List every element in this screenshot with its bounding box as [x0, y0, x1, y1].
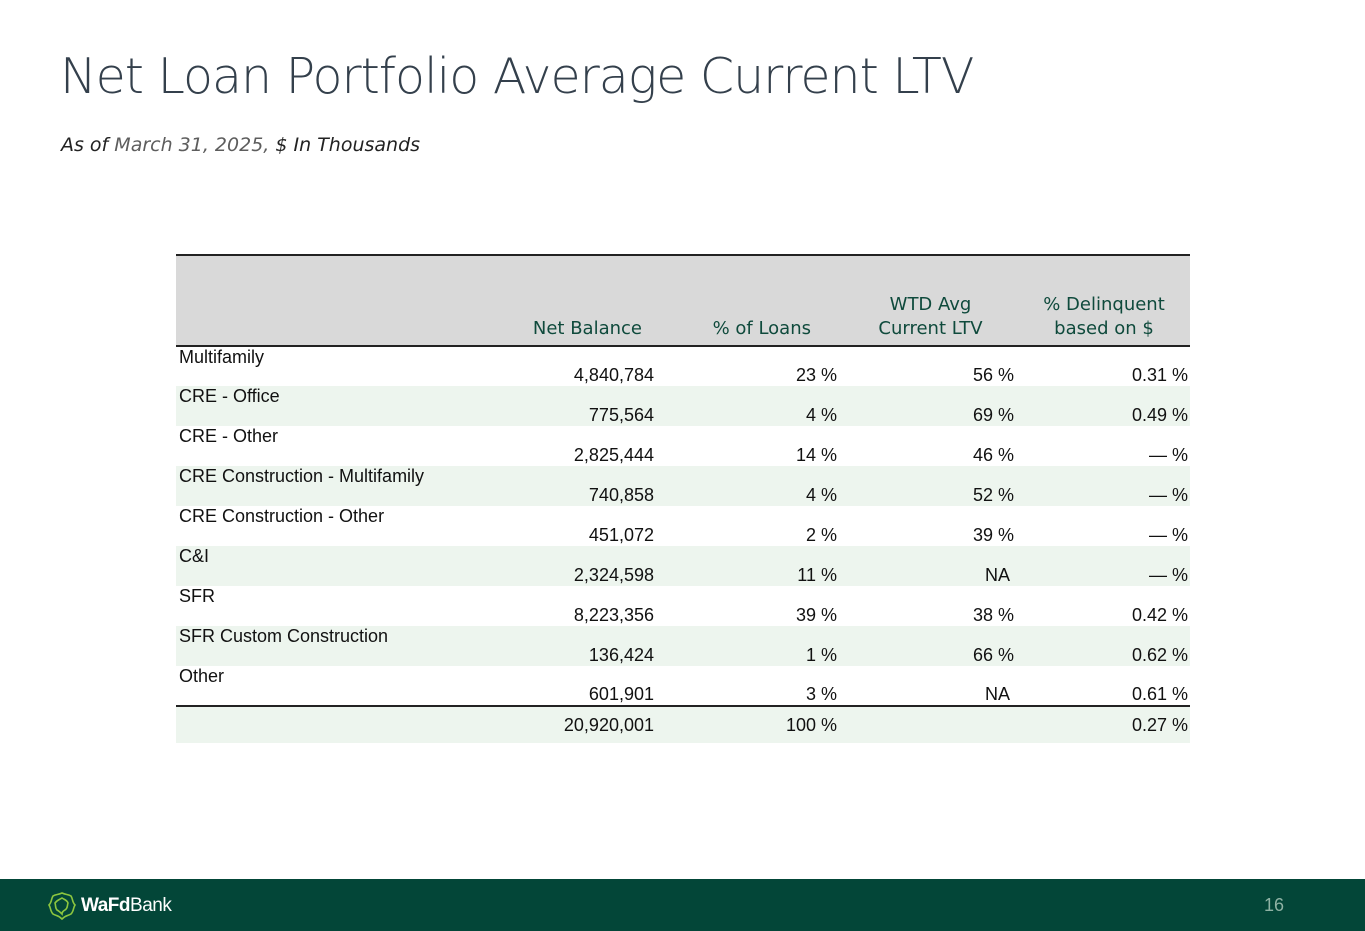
cell-net-balance: 740,858: [588, 485, 654, 505]
header-net-balance: Net Balance: [486, 254, 662, 347]
table-row: CRE Construction - Multifamily 740,858 4 %…: [176, 466, 1190, 506]
table-row: SFR 8,223,356 39 % 38 % 0.42 %: [176, 586, 1190, 626]
row-label: CRE Construction - Other: [179, 506, 385, 526]
cell-pct-loans: 39 %: [795, 605, 837, 625]
cell-delinquent: 0.49 %: [1131, 405, 1188, 425]
cell-ltv: 66 %: [972, 645, 1014, 665]
cell-ltv: 38 %: [972, 605, 1014, 625]
wafd-logo: WaFdBank: [46, 891, 172, 921]
table-header-row: Net Balance % of Loans WTD Avg Current L…: [176, 254, 1190, 347]
brand-name: WaFdBank: [81, 895, 172, 916]
row-label: Other: [179, 666, 225, 686]
cell-pct-loans: 2 %: [805, 525, 837, 545]
table-row: C&I 2,324,598 11 % NA — %: [176, 546, 1190, 586]
cell-delinquent: — %: [1148, 445, 1188, 465]
cell-net-balance: 601,901: [588, 684, 654, 704]
total-label: [176, 705, 486, 743]
table-row: Multifamily 4,840,784 23 % 56 % 0.31 %: [176, 346, 1190, 386]
cell-net-balance: 775,564: [588, 405, 654, 425]
cell-net-balance: 451,072: [588, 525, 654, 545]
row-label: C&I: [179, 546, 210, 566]
cell-ltv: 69 %: [972, 405, 1014, 425]
cell-delinquent: — %: [1148, 485, 1188, 505]
subtitle-date: March 31, 2025,: [114, 134, 270, 156]
cell-net-balance: 8,223,356: [573, 605, 654, 625]
cell-delinquent: 0.42 %: [1131, 605, 1188, 625]
row-label: Multifamily: [179, 347, 265, 367]
subtitle-prefix: As of: [61, 134, 109, 156]
total-pct-loans: 100 %: [662, 705, 843, 743]
header-pct-loans: % of Loans: [662, 254, 843, 347]
row-label: CRE Construction - Multifamily: [179, 466, 425, 486]
wafd-logo-icon: [47, 892, 77, 921]
cell-pct-loans: 3 %: [805, 684, 837, 704]
table-row: CRE - Other 2,825,444 14 % 46 % — %: [176, 426, 1190, 466]
cell-ltv: 52 %: [972, 485, 1014, 505]
subtitle: As of March 31, 2025, $ In Thousands: [61, 134, 420, 156]
cell-ltv: NA: [984, 565, 1010, 585]
cell-ltv: 39 %: [972, 525, 1014, 545]
row-label: SFR: [179, 586, 215, 606]
row-label: CRE - Office: [179, 386, 280, 406]
row-label: CRE - Other: [179, 426, 279, 446]
loan-portfolio-table: Net Balance % of Loans WTD Avg Current L…: [176, 254, 1190, 743]
total-delinquent: 0.27 %: [1018, 705, 1190, 743]
cell-delinquent: — %: [1148, 525, 1188, 545]
cell-pct-loans: 4 %: [805, 485, 837, 505]
cell-delinquent: 0.62 %: [1131, 645, 1188, 665]
table-row: SFR Custom Construction 136,424 1 % 66 % 0.6…: [176, 626, 1190, 666]
cell-net-balance: 136,424: [588, 645, 654, 665]
header-pct-delinquent: % Delinquent based on $: [1018, 254, 1190, 347]
cell-pct-loans: 4 %: [805, 405, 837, 425]
table-row: Other 601,901 3 % NA 0.61 %: [176, 666, 1190, 706]
cell-pct-loans: 1 %: [805, 645, 837, 665]
cell-delinquent: — %: [1148, 565, 1188, 585]
total-net-balance: 20,920,001: [486, 705, 662, 743]
cell-ltv: 46 %: [972, 445, 1014, 465]
total-ltv: [843, 705, 1018, 743]
cell-pct-loans: 23 %: [795, 365, 837, 385]
page-number: 16: [1263, 895, 1284, 915]
header-category: [176, 254, 486, 347]
cell-delinquent: 0.31 %: [1131, 365, 1188, 385]
cell-ltv: 56 %: [972, 365, 1014, 385]
cell-ltv: NA: [984, 684, 1010, 704]
cell-pct-loans: 14 %: [795, 445, 837, 465]
subtitle-suffix: $ In Thousands: [275, 134, 421, 156]
cell-net-balance: 2,324,598: [573, 565, 654, 585]
cell-delinquent: 0.61 %: [1131, 684, 1188, 704]
header-wtd-avg-ltv: WTD Avg Current LTV: [843, 254, 1018, 347]
cell-net-balance: 4,840,784: [573, 365, 654, 385]
cell-net-balance: 2,825,444: [573, 445, 654, 465]
footer-bar: WaFdBank 16: [0, 879, 1365, 931]
page-title: Net Loan Portfolio Average Current LTV: [60, 48, 974, 105]
total-row: 20,920,001 100 % 0.27 %: [176, 705, 1190, 743]
cell-pct-loans: 11 %: [797, 565, 837, 585]
table-row: CRE - Office 775,564 4 % 69 % 0.49 %: [176, 386, 1190, 426]
row-label: SFR Custom Construction: [179, 626, 389, 646]
table-row: CRE Construction - Other 451,072 2 % 39 % — …: [176, 506, 1190, 546]
